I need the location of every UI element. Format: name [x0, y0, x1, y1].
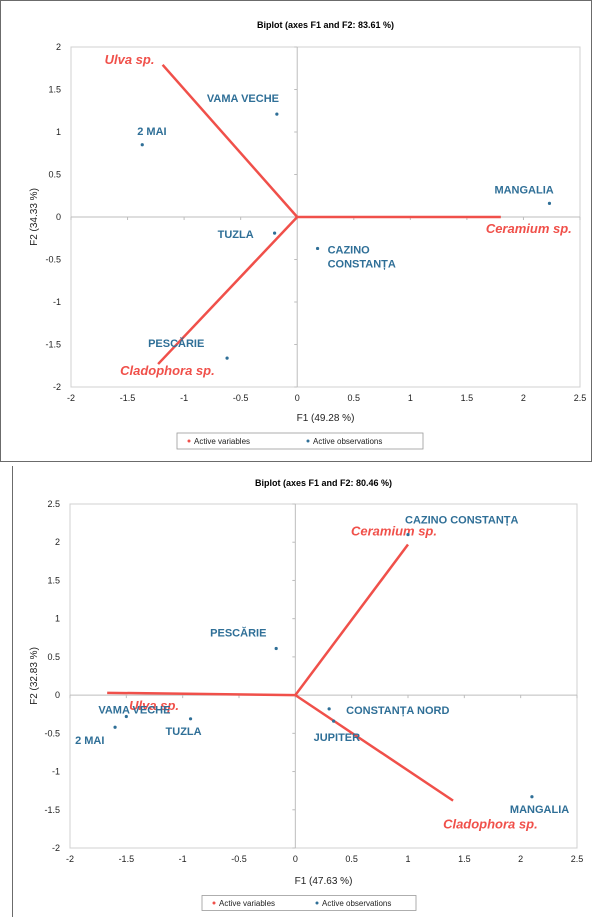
observation-point [188, 717, 193, 721]
biplot-panel-2: Biplot (axes F1 and F2: 80.46 %) -2 -1.5 -1… [12, 466, 592, 917]
observation-point [274, 646, 278, 651]
x-tick-label: 1 [408, 393, 413, 403]
legend-marker [306, 439, 310, 443]
y-tick-label: -0.5 [45, 255, 61, 265]
variable-label: Cladophora sp. [120, 363, 215, 378]
variable-vector [157, 216, 299, 365]
observation-label: CAZINO CONSTANȚA [328, 244, 396, 270]
variable-label: Ceramium sp. [351, 524, 437, 539]
legend-marker [315, 901, 319, 905]
x-tick-label: 1.5 [461, 393, 474, 403]
y-tick-label: -2 [52, 843, 60, 853]
legend-label: Active variables [219, 899, 275, 908]
y-tick-label: 2 [56, 42, 61, 52]
observation-label: MANGALIA [510, 804, 569, 816]
x-tick-label: 2 [518, 854, 523, 864]
biplot-2-svg: Biplot (axes F1 and F2: 80.46 %) -2 -1.5 -1… [29, 478, 584, 911]
observation-label: MANGALIA [494, 184, 553, 196]
observation-label: CONSTANȚA NORD [346, 705, 449, 717]
observation-point [140, 143, 144, 147]
y-tick-label: 2 [55, 537, 60, 547]
observation-point [547, 201, 552, 205]
variable-label: Ulva sp. [105, 52, 155, 67]
y-tick-label: 0.5 [47, 652, 60, 662]
observation-label: 2 MAI [75, 735, 104, 747]
x-tick-label: 2.5 [574, 393, 587, 403]
x-axis-label: F1 (47.63 %) [295, 876, 353, 887]
variable-vector [294, 694, 454, 802]
y-tick-label: 1 [55, 614, 60, 624]
legend-marker [212, 901, 216, 905]
observation-label: VAMA VECHE [98, 705, 170, 717]
plot-area [69, 503, 578, 849]
observation-label: PESCĂRIE [148, 337, 204, 350]
x-axis-label: F1 (49.28 %) [297, 413, 355, 424]
variable-vector [161, 64, 299, 218]
y-tick-label: -1.5 [44, 805, 60, 815]
observation-point [332, 719, 336, 723]
chart-title: Biplot (axes F1 and F2: 80.46 %) [255, 478, 392, 488]
observation-label: TUZLA [218, 229, 254, 241]
variable-label: Ceramium sp. [486, 221, 572, 236]
x-tick-label: 1 [405, 854, 410, 864]
observation-label: CAZINO CONSTANȚA [405, 515, 519, 527]
x-tick-label: 0 [293, 854, 298, 864]
y-tick-label: 1 [56, 127, 61, 137]
observation-point [406, 532, 410, 537]
x-tick-label: -1.5 [120, 393, 136, 403]
x-tick-label: -1 [180, 393, 188, 403]
observation-point [225, 356, 229, 360]
x-tick-label: -2 [66, 854, 74, 864]
observation-point [275, 112, 279, 116]
legend-label: Active variables [194, 437, 250, 446]
observation-label: PESCĂRIE [210, 626, 266, 639]
variable-label: Cladophora sp. [443, 817, 538, 832]
variable-label: Ulva sp. [129, 698, 179, 713]
observation-point [124, 714, 128, 719]
x-tick-label: -1.5 [119, 854, 135, 864]
observation-point [113, 725, 117, 729]
legend-label: Active observations [322, 899, 391, 908]
legend-label: Active observations [313, 437, 382, 446]
legend-box [176, 432, 424, 450]
observation-point [327, 707, 331, 711]
y-tick-label: 0.5 [48, 170, 61, 180]
y-tick-label: 0 [55, 690, 60, 700]
y-tick-label: 0 [56, 212, 61, 222]
observation-label: 2 MAI [137, 126, 166, 138]
x-tick-label: 2 [521, 393, 526, 403]
x-tick-label: 1.5 [458, 854, 471, 864]
observation-label: VAMA VECHE [207, 93, 279, 105]
chart-title: Biplot (axes F1 and F2: 83.61 %) [257, 20, 394, 30]
y-tick-label: -1 [53, 297, 61, 307]
x-tick-label: -0.5 [231, 854, 247, 864]
observation-point [273, 231, 277, 235]
observation-point [530, 795, 534, 799]
y-tick-label: 1.5 [47, 575, 60, 585]
x-tick-label: 0.5 [345, 854, 358, 864]
x-tick-label: 0.5 [348, 393, 361, 403]
x-tick-label: -1 [179, 854, 187, 864]
observation-label: TUZLA [166, 726, 202, 738]
y-axis-label: F2 (32.83 %) [29, 647, 40, 705]
legend-box [201, 895, 417, 911]
x-tick-label: 2.5 [571, 854, 584, 864]
x-tick-label: 0 [295, 393, 300, 403]
x-tick-label: -2 [67, 393, 75, 403]
y-tick-label: -0.5 [44, 728, 60, 738]
x-tick-label: -0.5 [233, 393, 249, 403]
y-tick-label: 2.5 [47, 499, 60, 509]
variable-vector [294, 543, 410, 696]
observation-point [315, 246, 320, 251]
y-tick-label: -2 [53, 382, 61, 392]
variable-vector [107, 691, 296, 697]
legend-marker [187, 439, 191, 443]
biplot-1-svg: Biplot (axes F1 and F2: 83.61 %) -2 -1.5 -1… [29, 20, 587, 450]
y-tick-label: -1 [52, 767, 60, 777]
biplot-panel-1: Biplot (axes F1 and F2: 83.61 %) -2 -1.5 -1… [0, 0, 592, 462]
y-tick-label: -1.5 [45, 340, 61, 350]
y-tick-label: 1.5 [48, 85, 61, 95]
observation-label: JUPITER [314, 732, 361, 744]
y-axis-label: F2 (34.33 %) [29, 188, 40, 246]
